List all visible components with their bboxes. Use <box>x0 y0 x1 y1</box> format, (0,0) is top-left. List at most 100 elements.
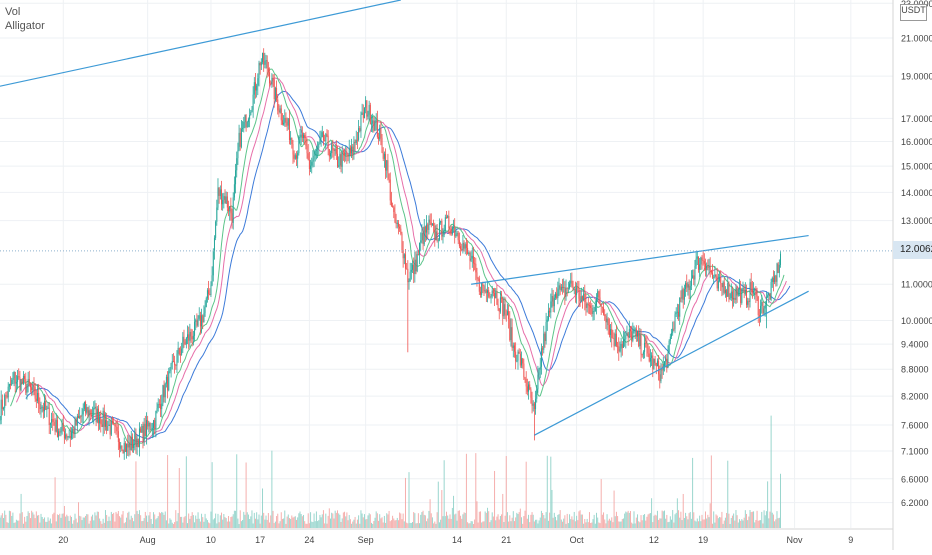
candle-body <box>724 290 726 293</box>
candle-body <box>519 353 521 366</box>
candle-body <box>59 431 61 433</box>
candle-body <box>143 423 145 442</box>
candle-body <box>126 443 128 452</box>
candle-body <box>753 290 755 292</box>
candle-body <box>331 144 333 154</box>
candle-body <box>73 428 75 435</box>
time-tick-label: 10 <box>206 535 216 545</box>
volume-bar <box>779 473 781 528</box>
volume-bar <box>42 518 44 528</box>
time-tick-label: 24 <box>304 535 314 545</box>
volume-bar <box>285 523 287 528</box>
volume-bar <box>777 518 779 528</box>
candle-body <box>495 292 497 299</box>
volume-bar <box>89 520 91 528</box>
volume-bar <box>185 456 187 528</box>
candle-body <box>304 134 306 138</box>
volume-bar <box>340 521 342 528</box>
price-tick-label: 7.6000 <box>901 421 929 431</box>
candle-body <box>329 153 331 157</box>
candle-body <box>674 314 676 329</box>
candle-body <box>550 301 552 313</box>
price-tick-label: 6.6000 <box>901 474 929 484</box>
candle-body <box>107 425 109 431</box>
volume-bar <box>512 511 514 528</box>
candle-body <box>532 403 534 406</box>
candle-body <box>311 161 313 166</box>
candle-body <box>394 212 396 223</box>
candle-body <box>512 345 514 348</box>
volume-bar <box>199 521 201 528</box>
time-axis[interactable]: 20 Aug 10 17 24 Sep 14 21 Oct 12 19 Nov 9 <box>0 528 893 545</box>
volume-bar <box>768 518 770 528</box>
price-tick-label: 6.2000 <box>901 498 929 508</box>
volume-bar <box>141 521 143 528</box>
price-axis[interactable]: 23.000021.000019.000017.000016.000015.00… <box>892 0 932 550</box>
volume-bar <box>487 507 489 528</box>
alligator-indicator-label[interactable]: Alligator <box>5 20 45 32</box>
candle-body <box>597 291 599 298</box>
volume-bar <box>247 514 249 528</box>
volume-bar <box>78 502 80 528</box>
volume-indicator-label[interactable]: Vol <box>5 6 21 18</box>
candle-body <box>472 255 474 264</box>
candle-body <box>133 444 135 448</box>
volume-bar <box>505 456 507 528</box>
volume-bar <box>540 510 542 528</box>
volume-bar <box>693 512 695 528</box>
candle-body <box>291 137 293 145</box>
volume-bar <box>368 513 370 528</box>
candle-body <box>656 360 658 367</box>
candle-body <box>325 134 327 142</box>
candle-body <box>426 224 428 233</box>
volume-bar <box>283 518 285 528</box>
candle-body <box>219 189 221 196</box>
volume-bar <box>75 518 77 528</box>
volume-bar <box>19 513 21 528</box>
candle-body <box>249 115 251 120</box>
volume-bar <box>150 518 152 528</box>
volume-bar <box>519 508 521 528</box>
volume-bar <box>233 510 235 528</box>
volume-bar <box>144 511 146 528</box>
candle-body <box>353 142 355 155</box>
volume-bar <box>622 518 624 528</box>
volume-bar <box>503 521 505 528</box>
volume-bar <box>637 514 639 528</box>
candle-body <box>270 83 272 85</box>
candle-body <box>421 232 423 241</box>
candle-body <box>747 300 749 305</box>
volume-bar <box>508 521 510 528</box>
trendlines[interactable] <box>0 0 809 436</box>
candle-body <box>771 277 773 283</box>
volume-bar <box>596 512 598 528</box>
candle-body <box>35 398 37 401</box>
candle-body <box>491 290 493 297</box>
candle-body <box>444 217 446 231</box>
candle-body <box>592 311 594 314</box>
volume-bar <box>116 513 118 528</box>
volume-bar <box>224 517 226 528</box>
volume-bar <box>161 511 163 528</box>
candle-body <box>397 222 399 227</box>
volume-bar <box>420 514 422 528</box>
candle-body <box>681 289 683 299</box>
volume-bar <box>621 518 623 528</box>
volume-bar <box>311 521 313 528</box>
candle-body <box>360 114 362 132</box>
volume-bar <box>632 523 634 528</box>
candle-body <box>86 407 88 413</box>
candle-body <box>233 184 235 198</box>
candle-body <box>355 139 357 143</box>
candle-body <box>298 137 300 154</box>
volume-bar <box>217 513 219 528</box>
candle-body <box>695 258 697 267</box>
volume-bar <box>485 512 487 528</box>
volume-bar <box>31 510 33 528</box>
currency-label[interactable]: USDT <box>900 4 927 21</box>
volume-bar <box>733 513 735 528</box>
volume-bar <box>197 512 199 528</box>
volume-bar <box>413 512 415 528</box>
